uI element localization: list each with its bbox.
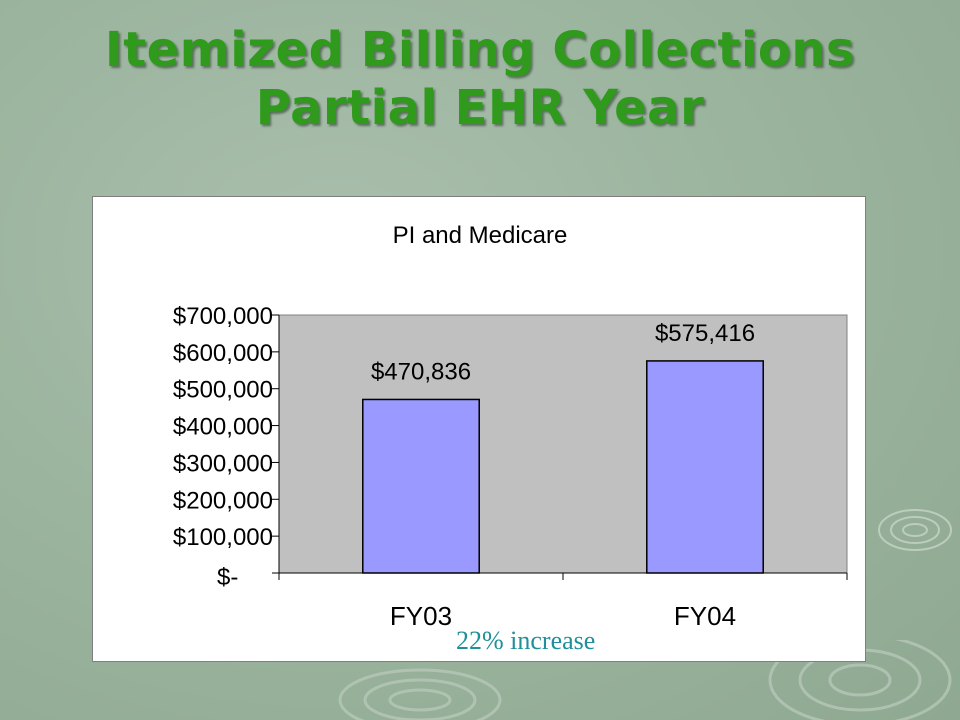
bars xyxy=(362,360,764,574)
y-tick-label: $300,000 xyxy=(173,450,273,477)
y-tick-label: $100,000 xyxy=(173,524,273,551)
increase-annotation: 22% increase xyxy=(456,626,596,655)
bar-fy03 xyxy=(362,398,480,574)
y-tick-label: $200,000 xyxy=(173,487,273,514)
slide-title-line-2: Partial EHR Year xyxy=(255,80,705,136)
y-axis: $- $100,000 $200,000 $300,000 $400,000 $500,0… xyxy=(173,303,280,591)
y-tick-label: $- xyxy=(217,564,238,591)
x-category-label: FY03 xyxy=(390,601,452,631)
data-label-fy04: $575,416 xyxy=(655,320,755,347)
y-tick-label: $700,000 xyxy=(173,303,273,330)
x-category-label: FY04 xyxy=(674,601,736,631)
chart-container: PI and Medicare $- $100,000 $200,000 $300,0… xyxy=(92,196,866,662)
bar-fy04 xyxy=(646,360,764,574)
data-label-fy03: $470,836 xyxy=(371,358,471,385)
y-tick-label: $600,000 xyxy=(173,340,273,367)
y-tick-label: $400,000 xyxy=(173,414,273,441)
data-labels: $470,836 $575,416 xyxy=(371,320,755,386)
x-axis: FY03 FY04 xyxy=(278,572,848,631)
swirl-decoration-right xyxy=(878,509,952,551)
slide-title-line-1: Itemized Billing Collections xyxy=(104,22,856,78)
bar-chart: PI and Medicare $- $100,000 $200,000 $300,0… xyxy=(173,222,848,631)
chart-title: PI and Medicare xyxy=(393,222,568,249)
y-tick-label: $500,000 xyxy=(173,377,273,404)
